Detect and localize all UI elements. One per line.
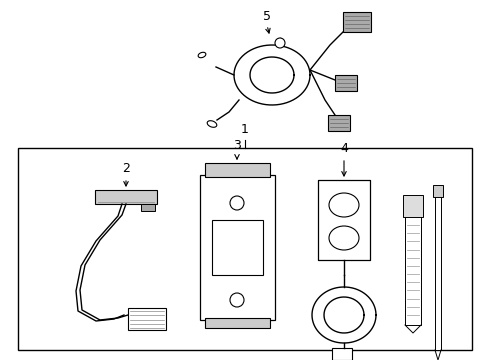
Bar [95,190,157,204]
Ellipse shape [328,226,358,250]
Bar [342,12,370,32]
Text: 3: 3 [233,139,241,152]
Bar [141,204,155,211]
Bar [434,195,440,350]
Bar [432,185,442,197]
Circle shape [229,196,244,210]
Bar [327,115,349,131]
Bar [128,308,165,330]
Bar [402,195,422,217]
Ellipse shape [207,121,216,127]
Text: 1: 1 [241,123,248,136]
Text: 2: 2 [122,162,130,175]
Circle shape [274,38,285,48]
Bar [200,175,274,320]
Ellipse shape [198,52,205,58]
Circle shape [229,293,244,307]
Text: 5: 5 [263,10,270,23]
Bar [212,220,263,275]
Bar [204,318,269,328]
Bar [317,180,369,260]
Bar [331,348,351,360]
Bar [404,215,420,325]
Ellipse shape [328,193,358,217]
Bar [18,148,471,350]
Bar [334,75,356,91]
Bar [204,163,269,177]
Text: 4: 4 [339,142,347,155]
